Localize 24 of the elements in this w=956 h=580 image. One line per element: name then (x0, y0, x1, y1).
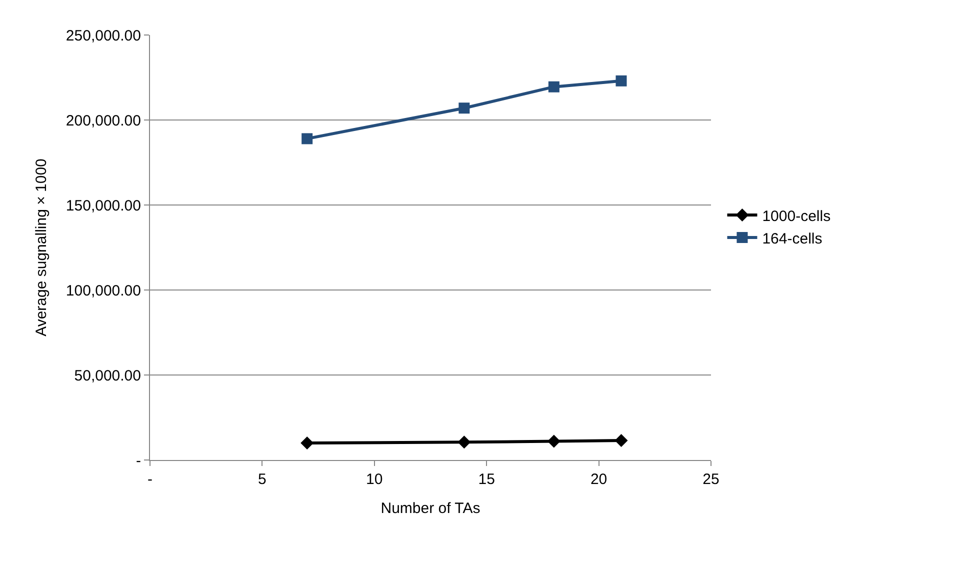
y-tick-label: - (136, 452, 141, 470)
y-tick-label: 100,000.00 (66, 282, 141, 300)
point (547, 434, 560, 448)
y-tick-label: 250,000.00 (66, 27, 141, 44)
point (548, 81, 560, 92)
x-axis-title: Number of TAs (380, 500, 480, 517)
x-tick-label: 20 (590, 471, 608, 488)
point (458, 436, 471, 449)
x-tick-label: 25 (702, 471, 720, 488)
legend-label: 1000-cells (762, 208, 831, 225)
y-tick-label: 150,000.00 (66, 197, 141, 214)
x-tick-label: 5 (258, 471, 266, 488)
x-tick-label: 15 (478, 471, 495, 488)
point (616, 75, 627, 86)
y-tick-label: 50,000.00 (74, 367, 141, 384)
y-axis-title: Average sugnalling × 1000 (33, 158, 50, 336)
x-tick-label: 10 (366, 471, 383, 488)
legend-label: 164-cells (762, 230, 822, 248)
y-tick-label: 200,000.00 (66, 112, 141, 130)
point (458, 102, 470, 114)
x-tick-label: - (148, 471, 152, 488)
point (614, 434, 628, 447)
point (302, 133, 313, 144)
point (300, 436, 314, 450)
